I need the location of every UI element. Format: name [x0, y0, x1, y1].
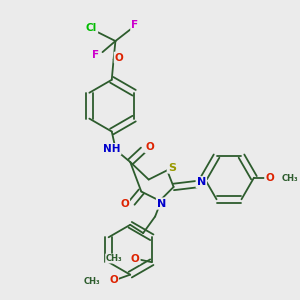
Text: CH₃: CH₃ [282, 174, 298, 183]
Text: O: O [120, 200, 129, 209]
Text: F: F [92, 50, 100, 60]
Text: O: O [145, 142, 154, 152]
Text: CH₃: CH₃ [84, 277, 101, 286]
Text: N: N [197, 177, 206, 187]
Text: O: O [265, 173, 274, 183]
Text: CH₃: CH₃ [106, 254, 122, 263]
Text: S: S [168, 163, 176, 172]
Text: NH: NH [103, 144, 121, 154]
Text: O: O [115, 53, 124, 63]
Text: O: O [131, 254, 140, 263]
Text: O: O [109, 275, 118, 285]
Text: F: F [131, 20, 138, 30]
Text: Cl: Cl [86, 23, 97, 33]
Text: N: N [157, 199, 166, 208]
